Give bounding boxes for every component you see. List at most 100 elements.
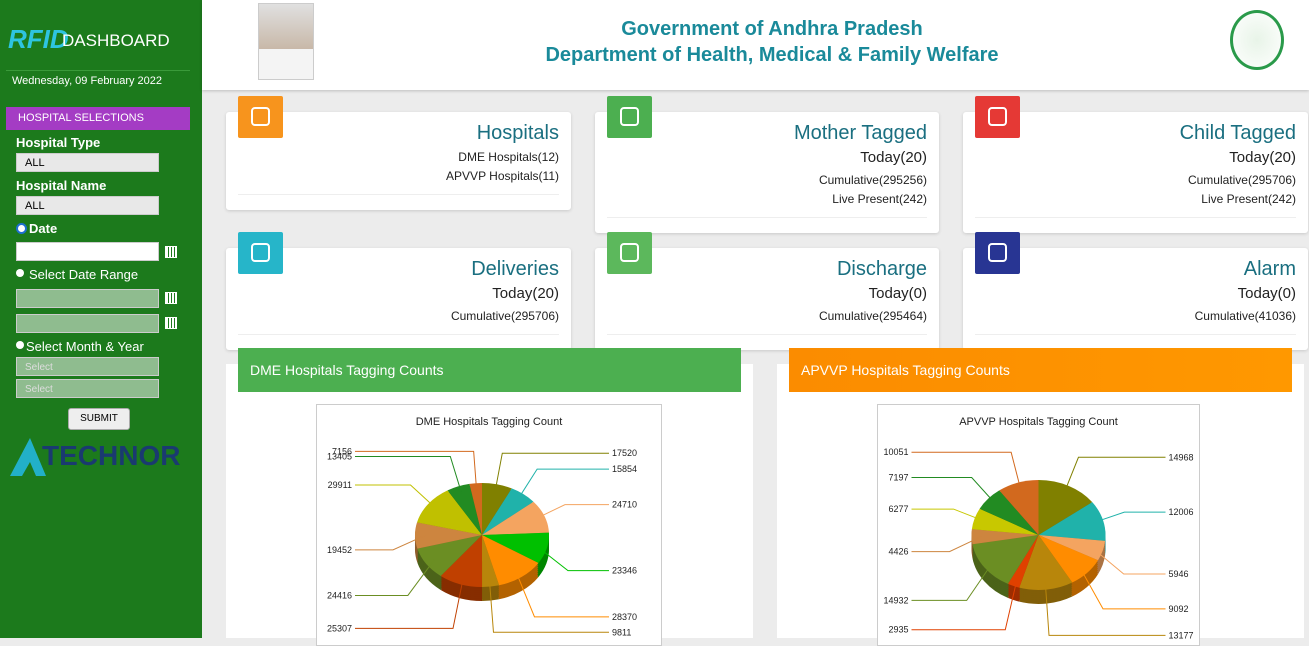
card-line: Cumulative(295256) — [818, 173, 927, 187]
slice-label: 24710 — [612, 500, 637, 510]
leader-line — [355, 576, 464, 629]
pie-slice — [482, 501, 549, 535]
slice-label: 9092 — [1169, 604, 1189, 614]
header-line2: Department of Health, Medical & Family W… — [545, 44, 999, 66]
calendar-icon[interactable] — [165, 292, 177, 304]
slice-label: 7197 — [888, 473, 908, 483]
leader-line — [355, 534, 426, 551]
pie-slice — [1038, 535, 1106, 561]
pie-slice — [971, 508, 1039, 535]
separator — [238, 194, 559, 195]
separator — [975, 334, 1296, 335]
separator — [238, 334, 559, 335]
panel-header: DME Hospitals Tagging Counts — [238, 348, 741, 392]
year-select[interactable]: Select — [16, 379, 159, 398]
radio-label[interactable]: Date — [29, 221, 58, 236]
pie-slice — [440, 535, 483, 587]
pie-slice — [1038, 502, 1106, 541]
leader-line — [355, 450, 478, 492]
icon-glyph — [988, 107, 1007, 126]
leader-line — [911, 477, 997, 505]
card-icon — [607, 96, 652, 138]
card-title: Alarm — [1243, 258, 1296, 280]
slice-label: 13405 — [327, 452, 352, 462]
slice-label: 29911 — [328, 480, 352, 490]
slice-label: 25307 — [327, 623, 352, 633]
radio[interactable] — [16, 269, 24, 277]
leader-line — [911, 562, 993, 601]
slice-label: 14968 — [1169, 452, 1194, 462]
radio-label[interactable]: Select Date Range — [29, 267, 139, 282]
calendar-icon[interactable] — [165, 317, 177, 329]
slice-label: 17520 — [612, 448, 637, 458]
pie-slice — [972, 535, 1039, 584]
to-input[interactable] — [16, 314, 159, 333]
header: Government of Andhra Pradesh Department … — [202, 0, 1309, 90]
submit-button[interactable]: SUBMIT — [68, 408, 130, 430]
card-icon — [238, 96, 283, 138]
app-title: DASHBOARD — [62, 31, 170, 50]
panel-header: APVVP Hospitals Tagging Counts — [789, 348, 1292, 392]
slice-label: 10051 — [883, 447, 908, 457]
icon-glyph — [988, 243, 1007, 262]
slice-label: 6277 — [888, 504, 908, 514]
slice-label: 13177 — [1169, 630, 1194, 640]
calendar-icon[interactable] — [165, 246, 177, 258]
chart-title: DME Hospitals Tagging Count — [416, 416, 563, 428]
hospital-name-select[interactable]: ALL — [16, 196, 159, 215]
brand-mark — [10, 438, 46, 476]
pie-slice — [1007, 535, 1039, 588]
card-title: Child Tagged — [1179, 122, 1296, 144]
leader-line — [911, 535, 982, 553]
label: Hospital Type — [16, 135, 101, 150]
stat-card: Discharge Today(0) Cumulative(295464) — [595, 248, 939, 350]
slice-label: 15854 — [612, 464, 637, 474]
leader-line — [911, 508, 985, 522]
separator — [607, 334, 927, 335]
card-icon — [607, 232, 652, 274]
hospital-type-select[interactable]: ALL — [16, 153, 159, 172]
emblem — [1230, 10, 1284, 70]
pie-slice — [417, 535, 482, 576]
leader-line — [1092, 548, 1166, 575]
label: Hospital Name — [16, 178, 107, 193]
leader-line — [488, 578, 609, 633]
leader-line — [355, 456, 463, 494]
card-line: Cumulative(41036) — [1194, 309, 1296, 323]
month-select[interactable]: Select — [16, 357, 159, 376]
card-line: APVVP Hospitals(11) — [446, 169, 559, 183]
leader-line — [536, 546, 609, 572]
card-title: Discharge — [836, 258, 927, 280]
slice-label: 4426 — [888, 547, 908, 557]
slice-label: 9811 — [612, 627, 631, 637]
stat-card: Child Tagged Today(20) Cumulative(295706) L… — [963, 112, 1308, 233]
radio[interactable] — [16, 223, 27, 234]
slice-label: 23346 — [612, 566, 637, 576]
pie-slice — [999, 480, 1039, 535]
card-title: Mother Tagged — [793, 122, 927, 144]
icon-glyph — [251, 243, 270, 262]
card-title: Deliveries — [471, 258, 559, 280]
card-icon — [238, 232, 283, 274]
leader-line — [1093, 511, 1166, 524]
card-title: Hospitals — [476, 122, 559, 144]
date-input[interactable] — [16, 242, 159, 261]
card-line: DME Hospitals(12) — [458, 150, 559, 164]
separator — [975, 217, 1296, 218]
card-line: Cumulative(295464) — [818, 309, 927, 323]
from-input[interactable] — [16, 289, 159, 308]
radio-label[interactable]: Select Month & Year — [26, 339, 144, 354]
stat-card: Hospitals DME Hospitals(12) APVVP Hospital… — [226, 112, 571, 210]
date: Wednesday, 09 February 2022 — [12, 75, 163, 87]
card-line: Cumulative(295706) — [1187, 173, 1296, 187]
pie-slice — [415, 522, 482, 549]
slice-label: 5946 — [1169, 569, 1189, 579]
pie-slice — [482, 535, 500, 587]
leader-line — [516, 468, 609, 501]
leader-line — [1044, 581, 1166, 636]
card-line: Cumulative(295706) — [450, 309, 559, 323]
radio[interactable] — [16, 341, 24, 349]
card-line: Today(20) — [1229, 149, 1296, 166]
leader-line — [911, 451, 1022, 491]
